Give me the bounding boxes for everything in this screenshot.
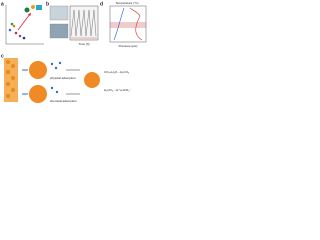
panel-label: b	[46, 1, 49, 7]
panel-label: a	[1, 1, 4, 7]
panel-b-images	[49, 5, 99, 41]
axis-label: Temperature (°C)	[115, 1, 138, 5]
figure: a b Time (h) d Temperature (°C) Pressure…	[1, 1, 147, 103]
panel-c-diagram	[4, 58, 100, 103]
panel-d-plot	[109, 5, 147, 43]
equation: H₂CO₃→H⁺+HCO₃⁻	[104, 88, 131, 92]
step-label: chemical adsorption	[50, 99, 77, 103]
panel-label: c	[1, 53, 4, 59]
step-label: physical adsorption	[50, 76, 76, 80]
equation: CO₂+H₂O→H₂CO₃	[104, 70, 130, 74]
axis-label: Pressure (psi)	[119, 44, 138, 48]
panel-label: d	[100, 1, 103, 7]
panel-a-plot	[5, 5, 44, 45]
axis-label: Time (h)	[78, 42, 89, 46]
